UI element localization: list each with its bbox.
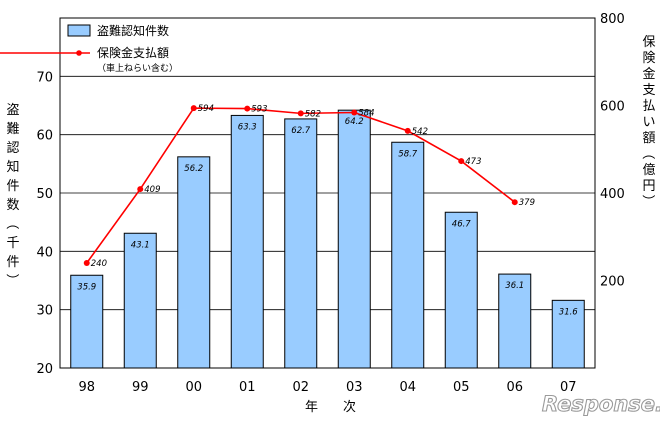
bar-99	[123, 232, 157, 369]
line-value-label: 594	[198, 104, 214, 114]
y-right-tick-label: 800	[600, 12, 625, 27]
axis-title-char: 難	[6, 122, 19, 137]
bar-value-label: 63.3	[238, 122, 257, 132]
watermark-logo: Response.	[542, 392, 660, 416]
y-left-tick-label: 30	[36, 304, 53, 319]
plot-area-frame	[59, 17, 596, 369]
axis-title-char: 支	[642, 83, 655, 98]
bar-value-label: 56.2	[184, 164, 203, 174]
bar-value-label: 64.2	[345, 117, 364, 127]
line-value-label: 584	[358, 109, 374, 119]
legend-bar-label: 盗難認知件数	[97, 23, 169, 38]
axis-title-char: （	[4, 216, 19, 229]
x-tick-label: 06	[506, 380, 523, 395]
line-value-label: 379	[519, 198, 535, 208]
axis-title-char: い	[642, 115, 655, 130]
bar-04	[391, 141, 425, 369]
x-tick-label: 03	[346, 380, 363, 395]
bar-value-label: 31.6	[559, 307, 579, 317]
axis-title-char: ）	[4, 273, 19, 286]
x-tick-label: 98	[78, 380, 95, 395]
y-right-tick-label: 400	[600, 187, 625, 202]
bar-value-label: 58.7	[398, 149, 418, 159]
y-left-tick-label: 60	[36, 129, 53, 144]
bar-value-label: 36.1	[505, 281, 524, 291]
line-point-98	[83, 260, 90, 266]
legend-line-marker	[76, 50, 82, 56]
line-value-label: 582	[305, 109, 321, 119]
axis-title-char: 額	[642, 131, 655, 146]
x-tick-label: 01	[239, 380, 256, 395]
axis-title-char: （	[640, 146, 655, 159]
bar-05	[444, 211, 478, 369]
legend-bar-swatch	[67, 24, 91, 37]
x-tick-label: 00	[185, 380, 202, 395]
x-axis-title: 年 次	[305, 399, 362, 415]
bar-value-label: 35.9	[77, 282, 96, 292]
legend: 盗難認知件数 保険金支払額 （車上ねらい含む）	[0, 23, 178, 74]
axis-title-char: 盗	[6, 102, 19, 118]
axis-title-char: 円	[642, 179, 655, 194]
axis-title-char: 件	[6, 255, 19, 270]
bar-98	[70, 274, 104, 369]
bar-03	[337, 109, 371, 369]
axis-title-char: 千	[6, 236, 19, 251]
line-value-label: 593	[251, 105, 267, 115]
line-point-05	[458, 158, 465, 165]
line-point-04	[404, 127, 411, 134]
y-right-tick-label: 600	[600, 100, 625, 115]
y-axis-left-title: 盗難認知件数（千件）	[4, 102, 20, 287]
bar-07	[551, 299, 585, 369]
axis-title-char: 払	[642, 99, 655, 114]
line-point-00	[190, 105, 197, 112]
axis-ticks: 98 99 00 01 02 03 04 05 06 07 20 30 40 50 60 70 200 400 60…	[36, 12, 624, 395]
x-tick-label: 07	[560, 380, 577, 395]
line-value-label: 542	[412, 127, 428, 137]
line-point-99	[137, 186, 144, 193]
line-point-02	[297, 110, 304, 117]
line-value-label: 240	[91, 259, 107, 269]
axis-title-char: 金	[642, 66, 655, 82]
line-point-06	[511, 199, 518, 206]
axis-title-char: ）	[640, 194, 655, 207]
bar-02	[284, 118, 318, 369]
bar-00	[177, 156, 211, 369]
x-tick-label: 05	[453, 380, 470, 395]
legend-note: （車上ねらい含む）	[97, 62, 178, 74]
bar-value-label: 62.7	[291, 126, 311, 136]
x-tick-label: 02	[292, 380, 309, 395]
bar-value-label: 46.7	[452, 219, 472, 229]
y-left-tick-label: 40	[36, 245, 53, 260]
axis-title-char: 知	[6, 159, 19, 175]
axis-title-char: 険	[642, 51, 655, 66]
line-series: 240 409 594 593 582 584 542 473 379	[83, 104, 535, 269]
axis-title-char: 保	[642, 35, 655, 50]
bar-series: 35.9 43.1 56.2 63.3 62.7 64.2 58.7 46.7 36.1 31.6	[70, 109, 585, 369]
y-left-tick-label: 20	[36, 362, 53, 377]
y-right-tick-label: 200	[600, 275, 625, 290]
x-tick-label: 99	[132, 380, 149, 395]
x-tick-label: 04	[399, 380, 416, 395]
y-left-tick-label: 70	[36, 70, 53, 85]
legend-line-label: 保険金支払額	[97, 45, 169, 60]
axis-title-char: 認	[6, 140, 19, 156]
axis-title-char: 件	[6, 179, 19, 194]
line-value-label: 473	[465, 157, 481, 167]
line-value-label: 409	[144, 185, 160, 195]
axis-title-char: 数	[6, 198, 19, 213]
line-point-03	[351, 109, 358, 116]
bar-value-label: 43.1	[131, 240, 150, 250]
y-left-tick-label: 50	[36, 187, 53, 202]
axis-title-char: 億	[642, 162, 655, 178]
line-point-01	[244, 105, 251, 112]
bar-01	[230, 114, 264, 369]
